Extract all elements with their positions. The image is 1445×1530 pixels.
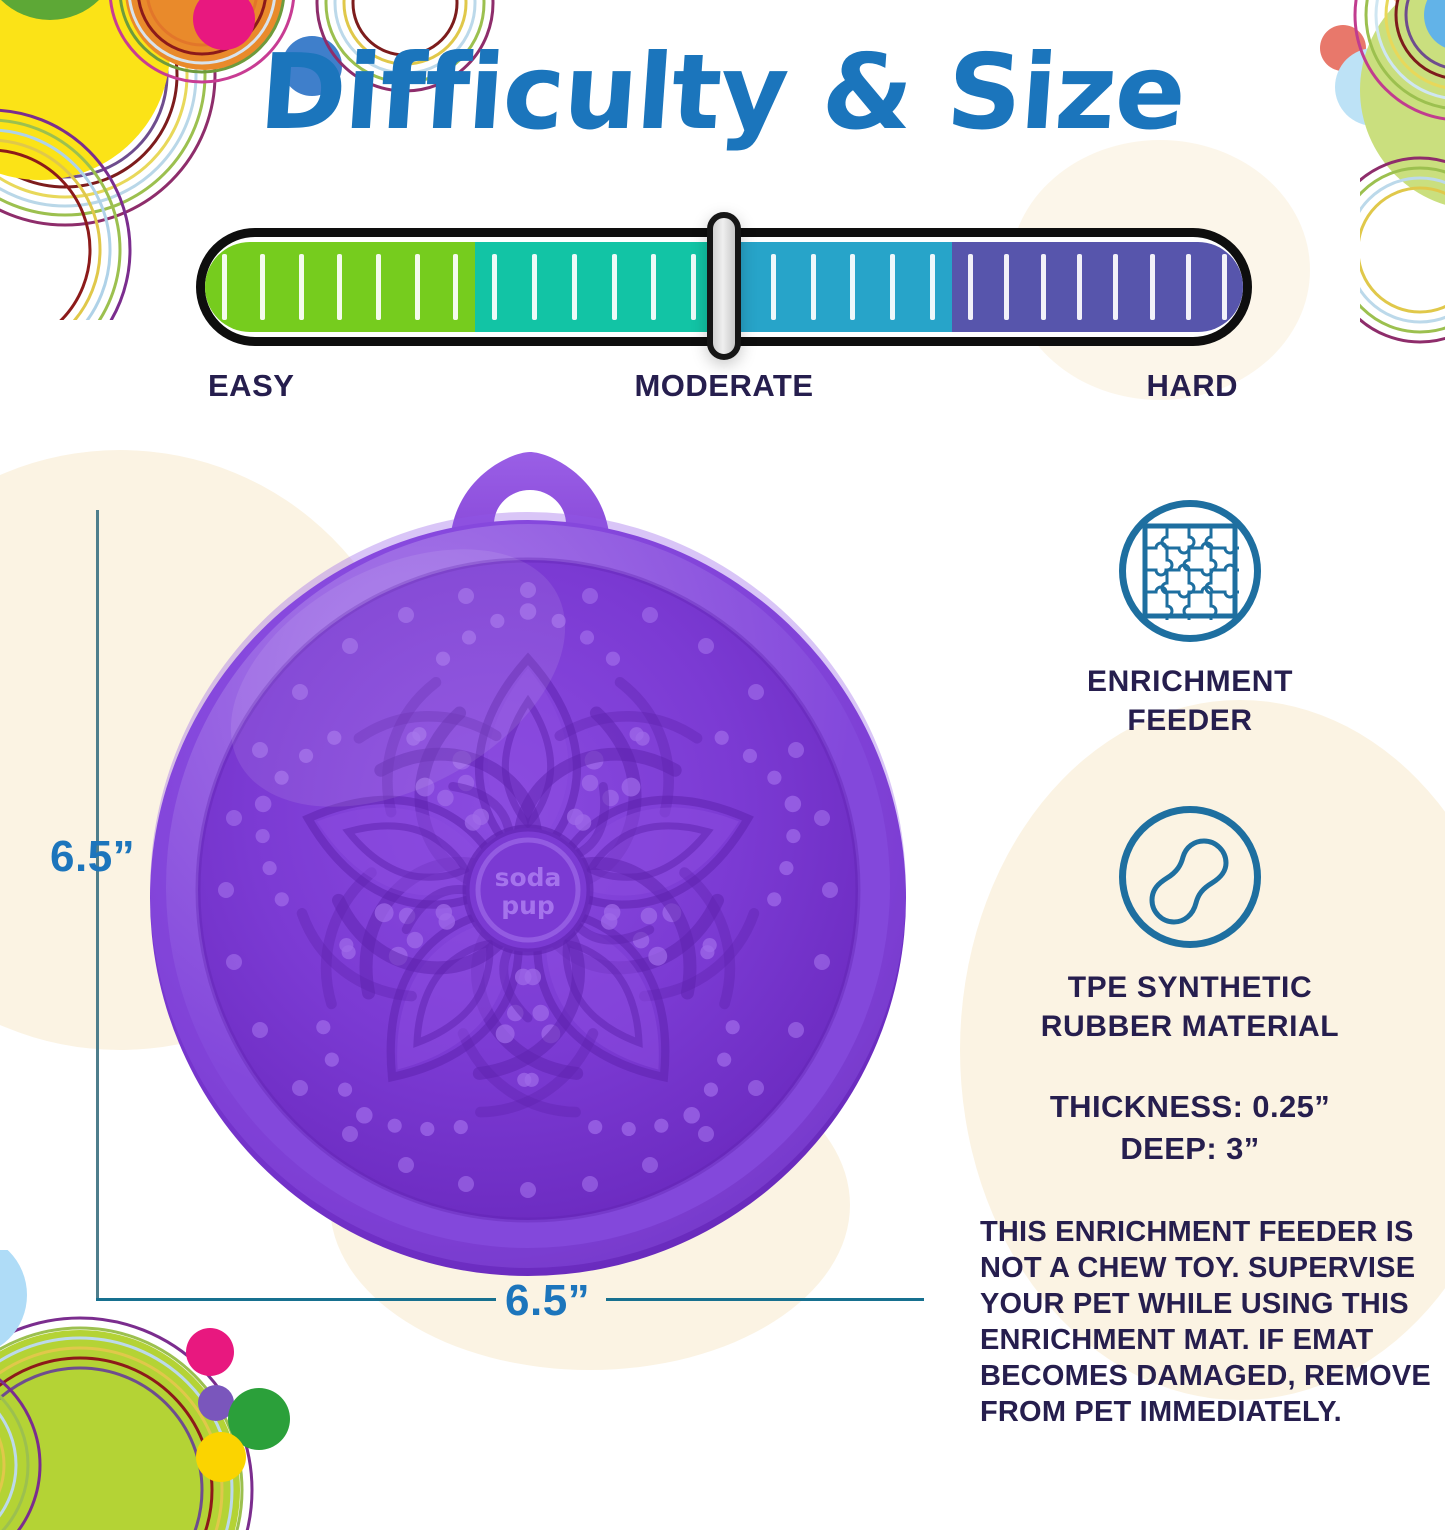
slider-thumb-handle[interactable] [707,212,741,360]
feature-label-line1: TPE SYNTHETIC [1067,971,1313,1004]
decor-top-right [1353,0,1445,205]
dimension-line-horizontal-left [96,1298,496,1301]
slider-labels: EASY MODERATE HARD [196,368,1252,412]
brand-logo-text-line2: pup [501,891,555,920]
dimension-line-horizontal-right [606,1298,924,1301]
decor-dot-blue-tl [282,36,342,96]
product-brand-medallion: soda pup [462,824,594,956]
slider-segment-moderate-low [474,242,714,332]
slider-segment-hard [952,242,1243,332]
warning-text: THIS ENRICHMENT FEEDER IS NOT A CHEW TOY… [980,1216,1431,1428]
feature-column: ENRICHMENT FEEDER TPE SYNTHETIC RUBBER M… [940,500,1440,1431]
spec-thickness: THICKNESS: 0.25” [1049,1089,1331,1124]
decor-rings-tl-right [315,0,495,93]
decor-dot-yellow-bl [196,1432,246,1482]
slider-label-hard: HARD [1146,368,1238,403]
decor-bottom-left [0,1250,254,1530]
decor-dot-magenta-tl [193,0,255,50]
feature-label-tpe-material: TPE SYNTHETIC RUBBER MATERIAL [940,968,1440,1046]
feature-label-enrichment-feeder: ENRICHMENT FEEDER [940,662,1440,740]
decor-rings-right-mid [1360,156,1445,344]
dimension-line-vertical [96,510,99,1300]
slider-segment-easy [205,242,475,332]
product-mandala-pattern: soda pup [212,582,844,1205]
feature-label-line2: RUBBER MATERIAL [1040,1010,1340,1043]
peanut-shape-icon [1119,806,1261,948]
dimension-label-height: 6.5” [50,832,136,881]
difficulty-slider[interactable] [196,212,1252,360]
slider-fill [205,242,1243,332]
page-title: Difficulty & Size [255,31,1190,153]
feature-tpe-material: TPE SYNTHETIC RUBBER MATERIAL [940,806,1440,1046]
decor-dot-magenta-bl [186,1328,234,1376]
product-image-enrichment-bowl: soda pup [150,452,906,1276]
feature-enrichment-feeder: ENRICHMENT FEEDER [940,500,1440,740]
puzzle-square-icon [1119,500,1261,642]
feature-label-line1: ENRICHMENT [1087,665,1293,698]
slider-label-easy: EASY [208,368,295,403]
slider-segment-moderate-high [713,242,953,332]
brand-logo-text-line1: soda [495,863,562,892]
spec-deep: DEEP: 3” [1120,1130,1260,1166]
spec-block: THICKNESS: 0.25” DEEP: 3” [940,1086,1440,1169]
dimension-label-width: 6.5” [505,1276,591,1325]
slider-label-moderate: MODERATE [634,368,814,403]
feature-label-line2: FEEDER [1127,704,1253,737]
